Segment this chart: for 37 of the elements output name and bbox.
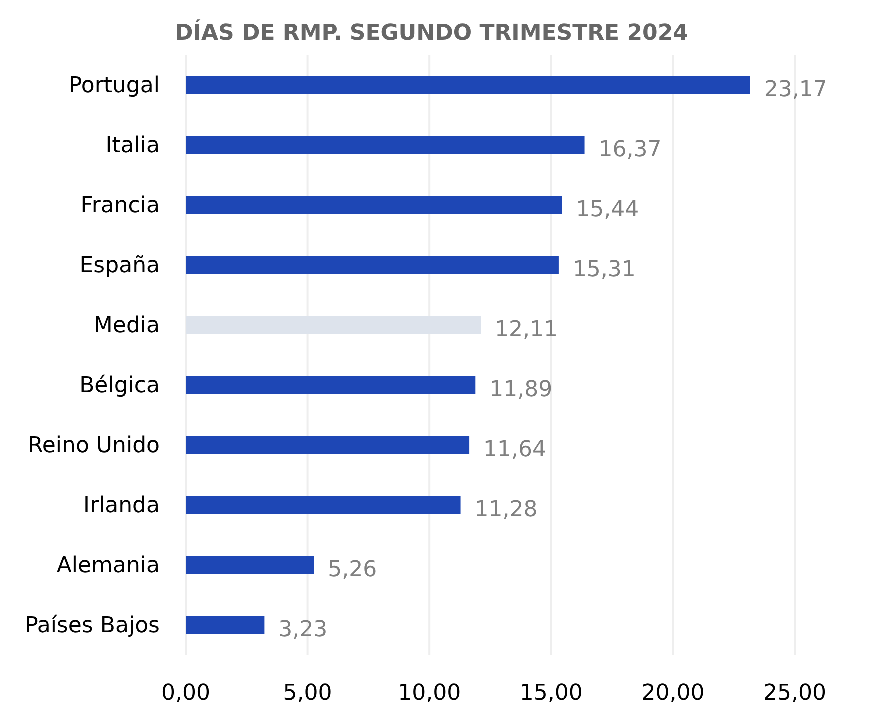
data-label: 11,89 <box>490 378 553 403</box>
x-tick-label: 15,00 <box>520 681 583 706</box>
bar <box>186 196 562 214</box>
bar <box>186 136 585 154</box>
data-label: 15,31 <box>572 258 636 283</box>
y-tick-label: Bélgica <box>80 374 160 399</box>
y-tick-label: Reino Unido <box>28 434 160 459</box>
y-tick-label: Portugal <box>68 74 160 99</box>
bar <box>186 316 481 334</box>
data-label: 3,23 <box>278 618 328 643</box>
data-label: 23,17 <box>764 78 828 103</box>
data-label: 11,64 <box>484 438 547 463</box>
data-label: 5,26 <box>328 558 378 583</box>
y-tick-label: España <box>80 254 160 279</box>
x-tick-label: 25,00 <box>764 681 826 706</box>
data-label: 16,37 <box>598 138 662 163</box>
y-tick-label: Francia <box>80 194 160 219</box>
bar <box>186 496 461 514</box>
bar <box>186 76 750 94</box>
y-tick-label: Irlanda <box>83 494 160 519</box>
y-tick-label: Italia <box>106 134 160 159</box>
x-tick-label: 5,00 <box>283 681 332 706</box>
bar <box>186 616 265 634</box>
bar <box>186 376 476 394</box>
x-tick-label: 0,00 <box>162 681 210 706</box>
x-tick-label: 10,00 <box>398 681 462 706</box>
y-tick-label: Media <box>94 314 160 339</box>
bar <box>186 436 470 454</box>
chart-title: DÍAS DE RMP. SEGUNDO TRIMESTRE 2024 <box>175 19 688 46</box>
bar <box>186 256 559 274</box>
data-label: 15,44 <box>576 198 640 223</box>
data-label: 11,28 <box>474 498 538 523</box>
x-tick-label: 20,00 <box>642 681 705 706</box>
bar <box>186 556 314 574</box>
y-tick-label: Países Bajos <box>25 614 160 639</box>
y-tick-label: Alemania <box>56 554 160 579</box>
data-label: 12,11 <box>495 318 558 343</box>
